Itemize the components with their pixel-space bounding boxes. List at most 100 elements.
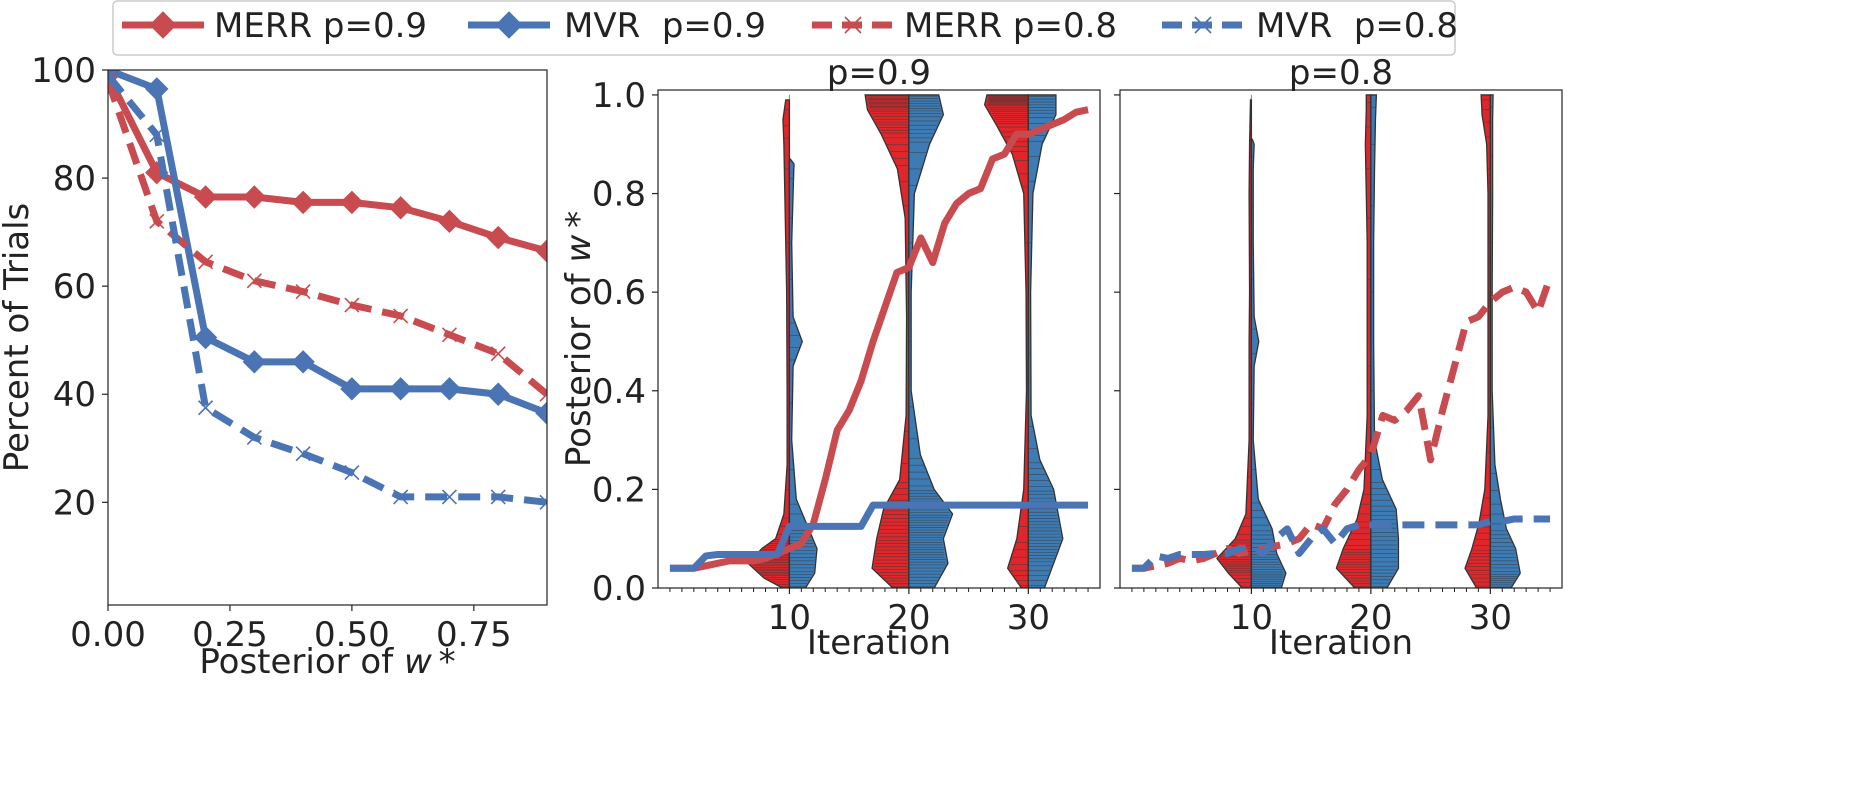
axes-frame — [107, 69, 548, 606]
x-tick-label: 20 — [887, 598, 930, 638]
series-1 — [1131, 276, 1554, 572]
data-point — [149, 213, 165, 229]
violin-half-merr — [1464, 94, 1491, 588]
violin-half-mvr — [1027, 94, 1064, 588]
violin-half-merr — [1216, 99, 1253, 588]
data-point — [291, 190, 315, 215]
x-axis-label: Iteration — [1269, 623, 1413, 663]
y-tick-label: 0.8 — [592, 175, 646, 215]
plot-area — [669, 94, 1089, 588]
series-line — [108, 79, 547, 397]
data-point — [441, 489, 458, 505]
data-point — [193, 325, 218, 350]
violin-sticks — [1490, 106, 1519, 588]
violin — [1335, 94, 1400, 588]
data-point — [340, 377, 364, 401]
legend-marker-diamond — [149, 11, 177, 39]
panel-1: 0.00 0.25 0.50 0.75 20 40 60 80 100 Posterior of … — [0, 51, 548, 682]
data-point — [393, 308, 409, 324]
data-point — [388, 377, 413, 401]
data-point — [145, 77, 169, 101]
data-point — [441, 327, 458, 343]
x-axis-label: Iteration — [807, 623, 951, 663]
violin-half-merr — [983, 94, 1029, 588]
x-tick-label: 0.25 — [192, 615, 268, 655]
y-tick-label: 0.2 — [592, 470, 646, 510]
data-point — [486, 225, 510, 250]
panel-3: 10 20 30 p=0.8 Iteration — [1114, 53, 1563, 663]
series-line — [108, 73, 547, 506]
data-point — [437, 209, 462, 234]
legend-label: MVR p=0.9 — [564, 6, 766, 46]
legend-marker-diamond — [495, 11, 523, 39]
y-axis-label: Percent of Trials — [0, 203, 37, 473]
panel-title: p=0.8 — [1289, 53, 1393, 93]
y-tick-label: 80 — [53, 159, 96, 199]
data-point — [242, 185, 267, 209]
panel-title: p=0.9 — [827, 53, 931, 93]
data-point — [246, 273, 262, 289]
y-tick-label: 100 — [31, 51, 96, 91]
data-point — [242, 350, 267, 374]
violin-half-merr — [1335, 94, 1372, 588]
violin-sticks — [867, 95, 909, 587]
series-1 — [108, 70, 547, 263]
data-point — [437, 377, 462, 401]
violin — [747, 94, 818, 588]
y-tick-label: 1.0 — [592, 76, 646, 116]
violin — [864, 94, 954, 588]
legend-marker-x — [1194, 16, 1212, 34]
legend-marker-x — [844, 16, 862, 34]
ticks: 10 20 30 0.0 0.2 0.4 0.6 0.8 1.0 — [592, 76, 1089, 638]
violin-sticks — [1370, 106, 1398, 587]
data-point — [535, 401, 547, 425]
series-line — [1131, 276, 1554, 572]
series-line — [669, 501, 1089, 572]
data-point — [291, 350, 315, 374]
data-point — [344, 465, 360, 481]
x-tick-label: 10 — [768, 598, 811, 638]
x-tick-label: 20 — [1349, 598, 1392, 638]
series-1 — [669, 106, 1089, 572]
plot-area — [108, 70, 547, 510]
legend: MERR p=0.9 MVR p=0.9 MERR p=0.8 MVR p=0.8 — [112, 0, 1458, 56]
ticks: 0.00 0.25 0.50 0.75 20 40 60 80 100 — [31, 51, 512, 655]
violin-half-mvr — [908, 94, 954, 588]
data-point — [490, 346, 506, 362]
data-point — [108, 70, 116, 83]
y-tick-label: 0.6 — [592, 273, 646, 313]
violin-half-mvr — [1250, 138, 1287, 588]
violin-half-merr — [864, 94, 910, 588]
data-point — [344, 297, 360, 313]
legend-label: MERR p=0.9 — [214, 6, 427, 46]
series-3 — [108, 73, 547, 402]
violin-sticks — [1466, 99, 1491, 587]
legend-entry: MVR p=0.9 — [468, 6, 766, 46]
data-point — [149, 127, 165, 143]
legend-frame — [112, 0, 1456, 56]
data-point — [193, 185, 218, 209]
data-point — [295, 284, 311, 300]
data-point — [197, 400, 214, 416]
legend-label: MERR p=0.8 — [904, 6, 1117, 46]
x-tick-label: 0.00 — [70, 615, 146, 655]
panel-2: 10 20 30 0.0 0.2 0.4 0.6 0.8 1.0 p=0.9 Iteration Po… — [559, 53, 1101, 663]
plot-area — [1131, 94, 1554, 588]
y-tick-label: 60 — [53, 267, 96, 307]
violin — [1464, 94, 1521, 588]
legend-entry: MERR p=0.8 — [812, 6, 1117, 46]
data-point — [539, 494, 547, 510]
series-2 — [669, 501, 1089, 572]
x-tick-label: 30 — [1007, 598, 1050, 638]
x-tick-label: 30 — [1469, 598, 1512, 638]
series-4 — [108, 70, 547, 510]
data-point — [340, 190, 364, 215]
y-tick-label: 0.0 — [592, 569, 646, 609]
data-point — [535, 239, 547, 263]
series-line — [1131, 515, 1551, 572]
series-2 — [108, 70, 547, 425]
x-tick-label: 0.50 — [314, 615, 390, 655]
plots: 0.00 0.25 0.50 0.75 20 40 60 80 100 Posterior of … — [0, 51, 1563, 682]
